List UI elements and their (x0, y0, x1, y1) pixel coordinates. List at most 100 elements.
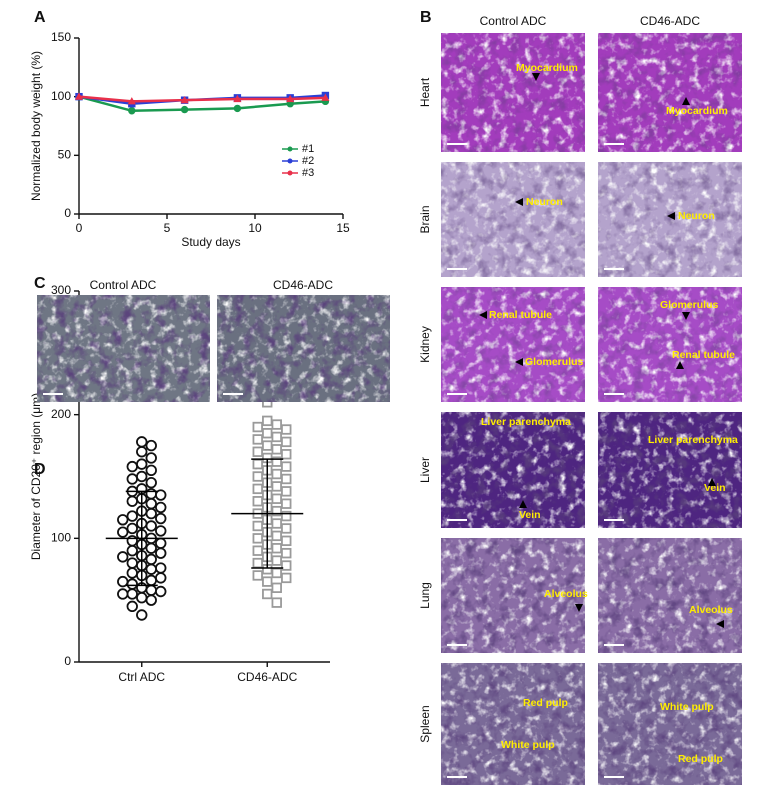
data-point (155, 572, 167, 584)
column-label: Control ADC (90, 278, 157, 292)
data-point (252, 446, 263, 457)
data-point (126, 535, 138, 547)
micrograph-texture (441, 538, 585, 653)
data-point (252, 483, 263, 495)
arrow (515, 198, 523, 206)
row-label: Kidney (418, 326, 432, 363)
data-point (271, 543, 282, 554)
legend-label: #2 (302, 155, 314, 167)
data-point (155, 585, 167, 598)
data-point (252, 545, 263, 556)
x-tick-label: 5 (164, 221, 171, 235)
annotation: Red pulp (523, 697, 568, 709)
annotation: Neuron (526, 196, 563, 208)
data-point (145, 594, 157, 606)
micrograph-texture (441, 162, 585, 277)
arrow (716, 620, 724, 628)
data-point (145, 488, 157, 500)
error-bar (125, 490, 158, 587)
data-point (145, 452, 157, 464)
x-tick-label: CD46-ADC (237, 670, 297, 684)
x-tick-label: 0 (76, 221, 83, 235)
legend-marker (287, 158, 293, 164)
data-point (252, 421, 263, 433)
arrow (479, 311, 487, 319)
data-point (281, 572, 292, 584)
y-tick-label: 150 (51, 30, 71, 44)
data-point (281, 449, 292, 460)
data-point (252, 533, 263, 544)
data-point (262, 440, 273, 451)
arrow (575, 604, 583, 612)
data-point (262, 588, 273, 600)
data-point (271, 444, 282, 455)
arrow (682, 312, 690, 320)
data-point (271, 518, 282, 529)
arrow (682, 97, 690, 105)
data-point (271, 468, 282, 480)
data-point (286, 94, 295, 103)
legend-label: #3 (302, 167, 314, 179)
data-point (155, 525, 167, 537)
annotation: Liver parenchyma (648, 434, 738, 446)
data-point (281, 424, 292, 435)
legend-label: #1 (302, 143, 314, 155)
data-point (281, 473, 292, 485)
arrow (519, 500, 527, 508)
annotation: Alveolus (689, 604, 733, 616)
micrograph-texture (598, 538, 742, 653)
data-point (262, 576, 273, 587)
y-tick-label: 0 (64, 654, 71, 668)
data-point (281, 510, 292, 522)
annotation: Vein (704, 482, 726, 494)
data-point (145, 584, 157, 596)
data-point (252, 434, 263, 445)
data-point (281, 535, 292, 547)
data-point (271, 555, 282, 566)
annotation: Red pulp (678, 753, 723, 765)
data-point (127, 97, 136, 105)
data-point (155, 512, 167, 525)
data-point (271, 530, 282, 542)
data-point (145, 542, 157, 554)
data-point (117, 526, 129, 538)
data-point (281, 436, 292, 448)
data-point (155, 501, 167, 514)
data-point (252, 458, 263, 470)
column-label: CD46-ADC (273, 278, 333, 292)
annotation: Alveolus (544, 588, 588, 600)
micrograph-texture (598, 162, 742, 277)
data-point (271, 419, 282, 430)
data-point (281, 547, 292, 559)
data-point (126, 600, 138, 613)
arrow (667, 212, 675, 220)
column-label: CD46-ADC (640, 14, 700, 28)
y-axis-label: Normalized body weight (%) (29, 51, 43, 201)
data-point (155, 562, 167, 574)
data-point (281, 461, 292, 472)
data-point (262, 428, 273, 439)
panel-label: B (420, 9, 432, 26)
data-point (145, 439, 157, 452)
micrograph-texture (37, 295, 210, 402)
x-tick-label: 15 (336, 221, 350, 235)
data-point (126, 460, 138, 473)
x-tick-label: 10 (248, 221, 262, 235)
micrograph-texture (441, 33, 585, 152)
data-point (155, 489, 167, 501)
data-point (117, 551, 129, 563)
error-bar (251, 458, 284, 569)
micrograph-texture (598, 663, 742, 785)
data-point (145, 563, 157, 575)
data-point (145, 464, 157, 477)
micrograph-texture (217, 295, 390, 402)
panel-label: C (34, 275, 46, 292)
row-label: Brain (418, 205, 432, 233)
data-point (252, 471, 263, 482)
series-line (78, 95, 326, 113)
annotation: White pulp (501, 739, 555, 751)
series-line (78, 95, 326, 103)
data-point (281, 560, 292, 571)
y-axis-label: Diameter of CD20⁺ region (μm) (29, 393, 43, 560)
data-point (126, 510, 138, 522)
